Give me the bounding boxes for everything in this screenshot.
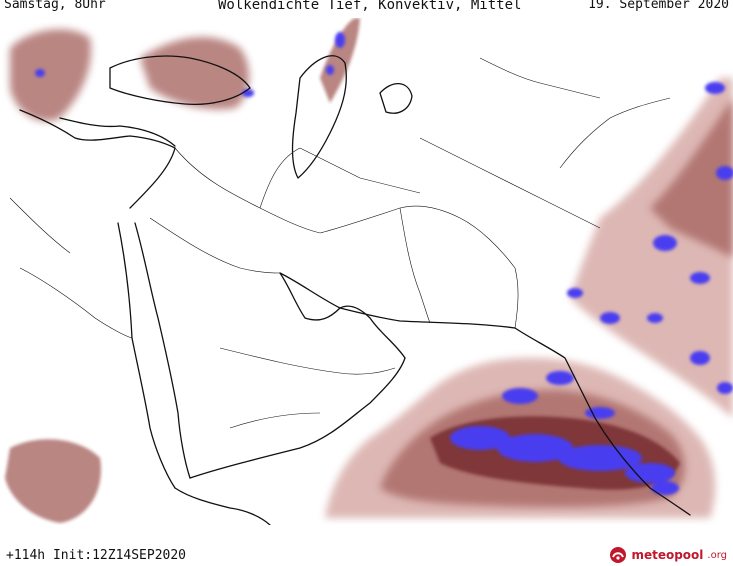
cloud-density-map (5, 18, 733, 525)
model-run-info: +114h Init:12Z14SEP2020 (6, 548, 187, 563)
convective-cells-east (567, 82, 733, 394)
logo-tld: .org (707, 549, 727, 561)
convective-cells-south (450, 371, 679, 495)
valid-time-label: Samstag, 8Uhr (4, 0, 106, 12)
convective-cells-north (35, 32, 345, 97)
cloud-patch-caspian (320, 18, 360, 103)
meteopool-logo[interactable]: meteopool .org (609, 546, 727, 564)
cloud-patch-nw (10, 29, 91, 122)
coastlines (19, 55, 691, 525)
cloud-patch-north (140, 37, 250, 110)
borders (9, 57, 671, 429)
cloud-band-east-mid (650, 98, 733, 258)
logo-name: meteopool (631, 548, 704, 562)
meteopool-logo-icon (610, 547, 627, 563)
forecast-date: 19. September 2020 (588, 0, 729, 12)
cloud-patch-africa (5, 439, 101, 523)
map-title: Wolkendichte Tief, Konvektiv, Mittel (218, 0, 522, 13)
cloud-layer (5, 18, 733, 523)
cloud-band-east (570, 78, 733, 418)
